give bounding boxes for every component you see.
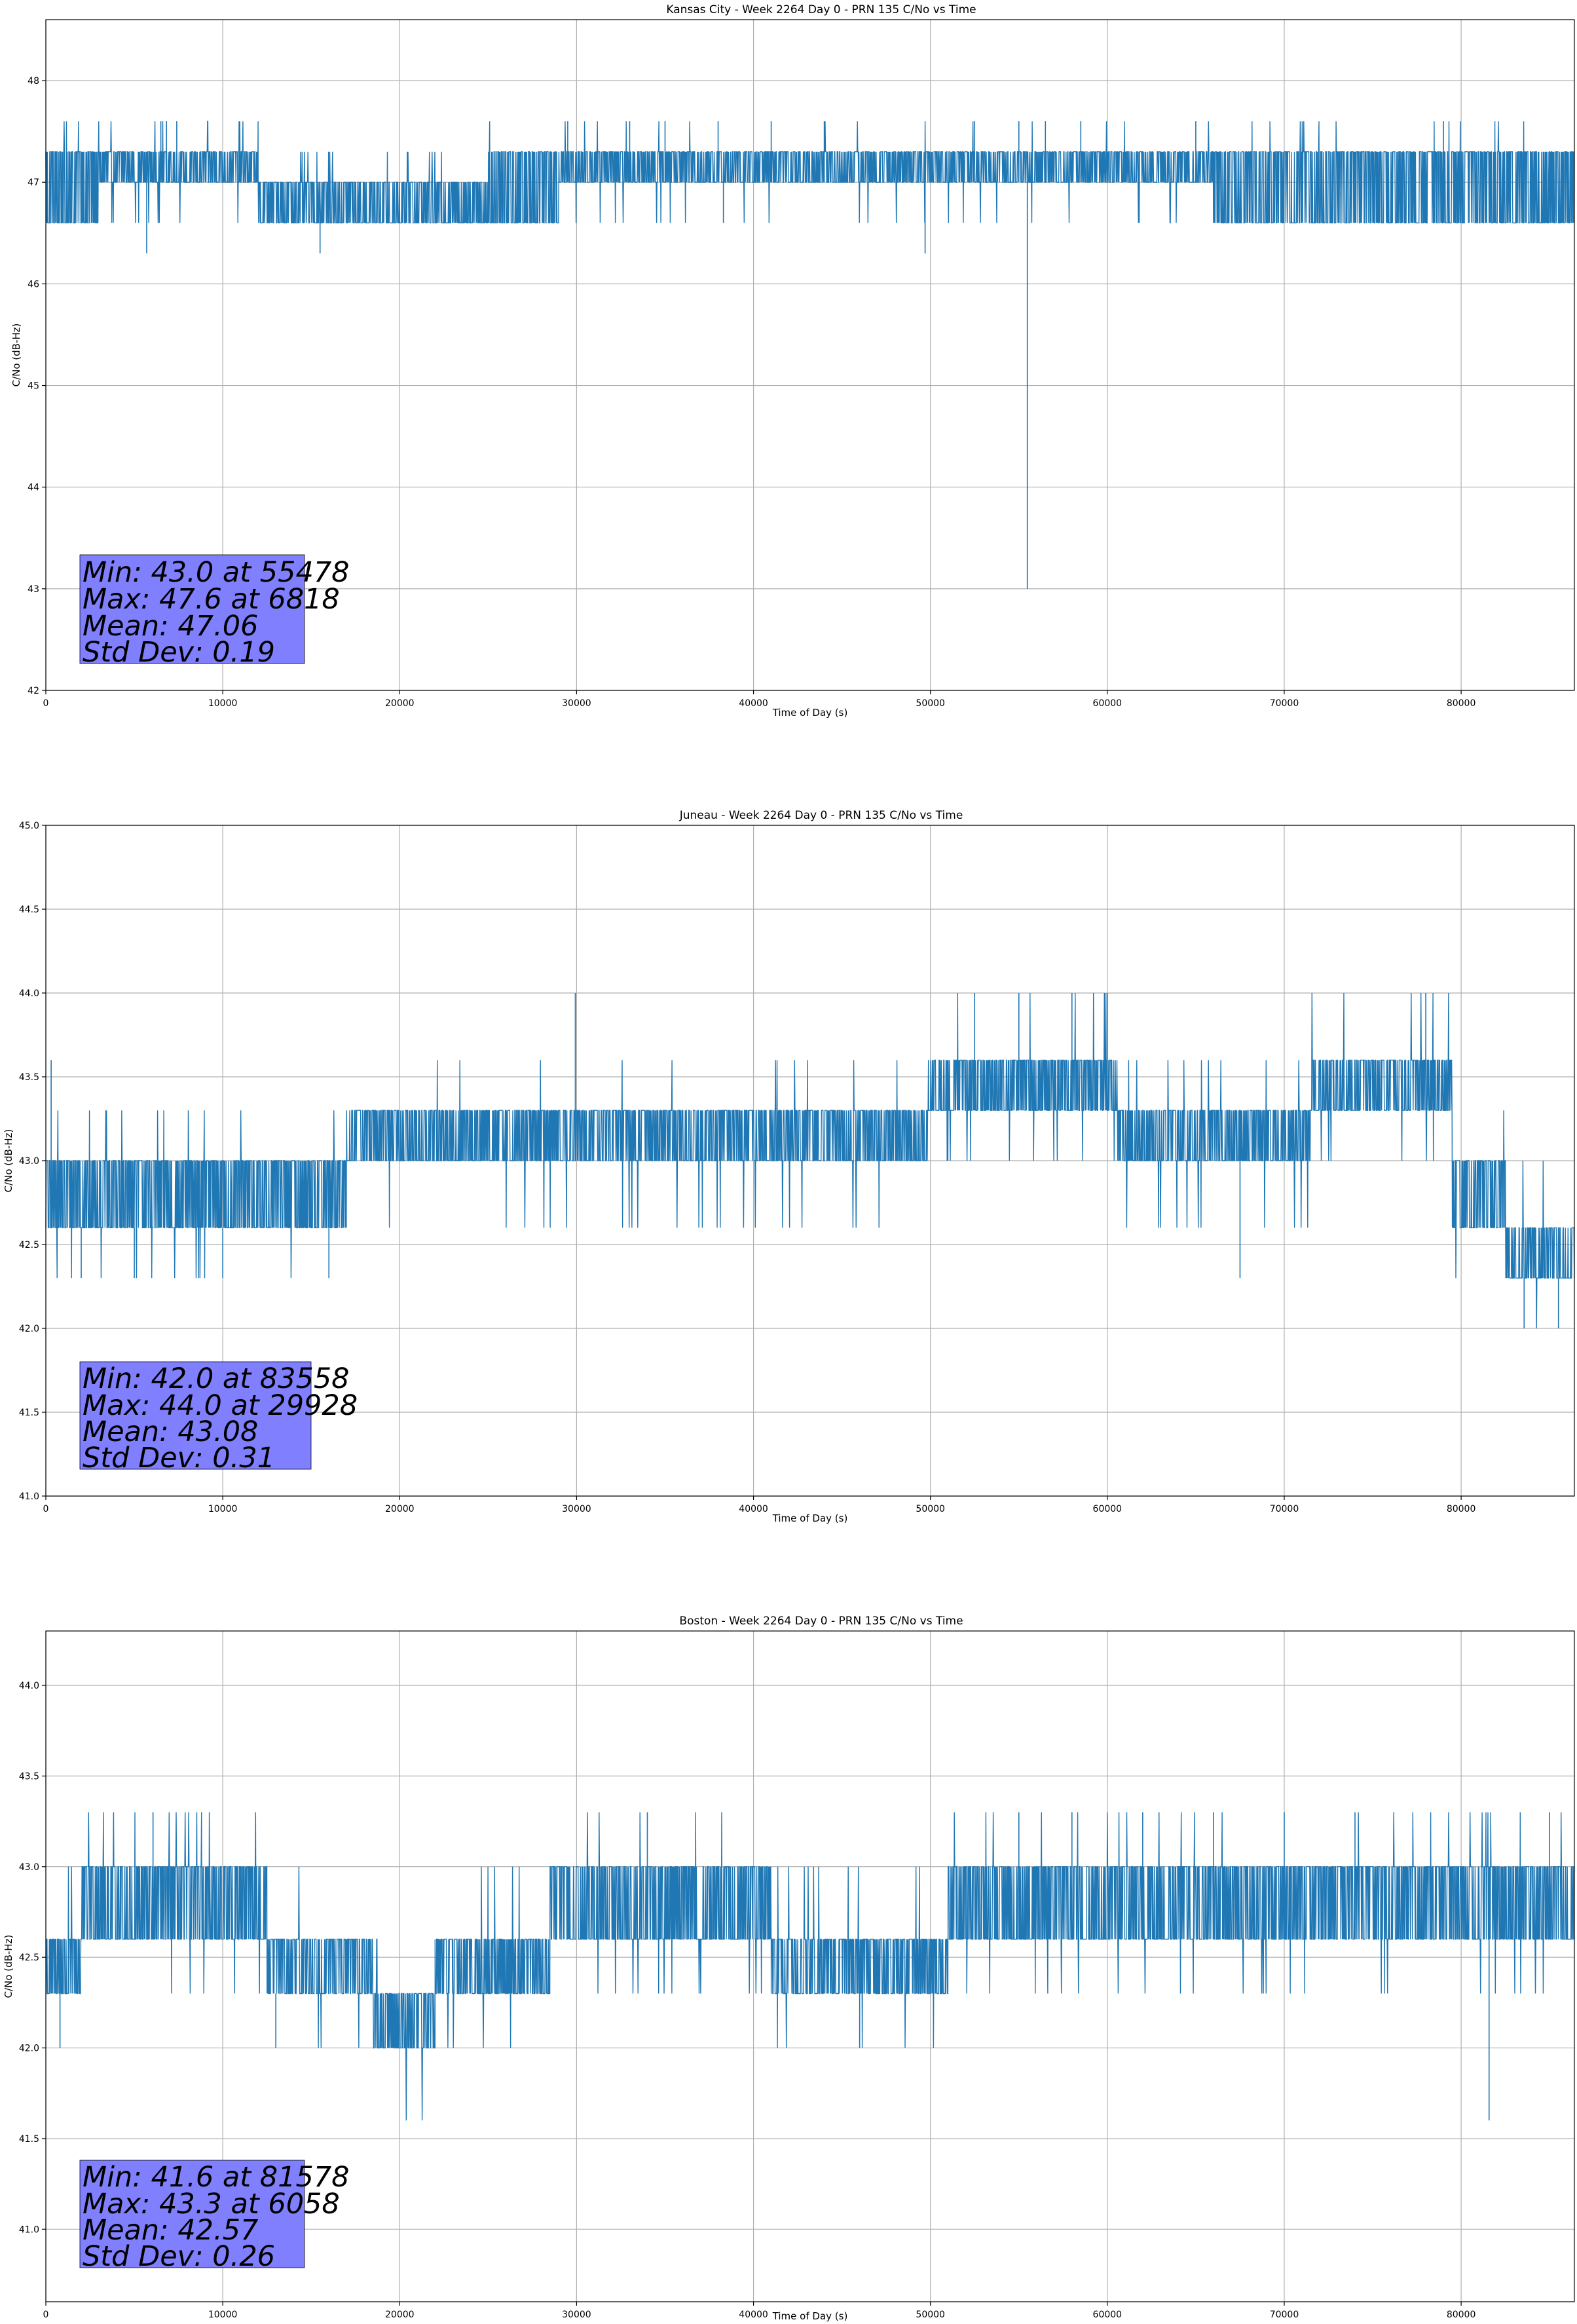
juneau-x-tick-label: 10000 (208, 1504, 238, 1514)
kansas-city-series-path (45, 121, 1574, 223)
juneau-y-tick-label: 41.5 (19, 1408, 39, 1418)
boston-stats-min: Min: 41.6 at 81578 (83, 2161, 350, 2194)
juneau-y-tick-label: 44.0 (19, 988, 39, 999)
juneau-stats-std: Std Dev: 0.31 (83, 1442, 275, 1474)
juneau-series-line (45, 992, 1575, 1329)
boston-panel: Boston - Week 2264 Day 0 - PRN 135 C/No … (3, 1615, 1575, 2322)
boston-stats-mean: Mean: 42.57 (83, 2214, 258, 2247)
kansas-city-x-tick-label: 80000 (1447, 698, 1476, 709)
boston-x-tick-label: 20000 (385, 2310, 415, 2320)
kansas-city-stats-box: Min: 43.0 at 55478 Max: 47.6 at 6818 Mea… (79, 554, 350, 669)
juneau-x-tick-label: 50000 (916, 1504, 945, 1514)
kansas-city-x-tick-label: 30000 (562, 698, 591, 709)
kansas-city-x-tick-label: 20000 (385, 698, 415, 709)
boston-stats-box: Min: 41.6 at 81578 Max: 43.3 at 6058 Mea… (79, 2160, 350, 2273)
juneau-y-tick-label: 43.0 (19, 1156, 39, 1167)
kansas-city-y-axis-label: C/No (dB-Hz) (10, 324, 22, 387)
kansas-city-y-tick-label: 43 (28, 584, 39, 595)
kansas-city-x-tick-label: 0 (43, 698, 49, 709)
juneau-y-tick-label: 42.5 (19, 1240, 39, 1250)
juneau-stats-mean: Mean: 43.08 (83, 1415, 258, 1448)
juneau-y-tick-label: 44.5 (19, 905, 39, 915)
kansas-city-y-tick-label: 44 (28, 483, 39, 493)
boston-stats-max: Max: 43.3 at 6058 (83, 2188, 340, 2221)
boston-plot-frame (45, 1630, 1575, 2302)
juneau-y-tick-label: 41.0 (19, 1491, 39, 1502)
kansas-city-x-tick-label: 70000 (1270, 698, 1299, 709)
juneau-x-axis-label: Time of Day (s) (772, 1512, 848, 1524)
boston-y-tick-label: 42.5 (19, 1953, 39, 1963)
kansas-city-y-tick-label: 42 (28, 686, 39, 696)
kansas-city-plot-frame (45, 19, 1575, 691)
juneau-x-ticks: 0 10000 20000 30000 40000 50000 60000 70000 8000… (43, 1496, 1476, 1514)
kansas-city-y-tick-label: 47 (28, 178, 39, 188)
juneau-x-tick-label: 80000 (1447, 1504, 1476, 1514)
boston-y-tick-label: 44.0 (19, 1681, 39, 1691)
boston-y-tick-label: 42.0 (19, 2044, 39, 2054)
kansas-city-x-tick-label: 40000 (739, 698, 768, 709)
kansas-city-stats-mean: Mean: 47.06 (83, 610, 258, 643)
kansas-city-chart-title: Kansas City - Week 2264 Day 0 - PRN 135 … (666, 3, 976, 16)
juneau-stats-box: Min: 42.0 at 83558 Max: 44.0 at 29928 Me… (79, 1361, 358, 1474)
kansas-city-y-tick-label: 45 (28, 381, 39, 392)
juneau-stats-box-background (79, 1361, 312, 1470)
boston-y-tick-label: 43.0 (19, 1862, 39, 1873)
kansas-city-panel: Kansas City - Week 2264 Day 0 - PRN 135 … (10, 3, 1575, 719)
juneau-y-axis-label: C/No (dB-Hz) (3, 1129, 14, 1193)
kansas-city-stats-max: Max: 47.6 at 6818 (83, 583, 340, 616)
juneau-y-tick-label: 43.5 (19, 1072, 39, 1083)
juneau-series-path (45, 992, 1575, 1329)
juneau-chart-title: Juneau - Week 2264 Day 0 - PRN 135 C/No … (679, 809, 963, 822)
boston-y-tick-label: 41.0 (19, 2224, 39, 2235)
kansas-city-series-line (45, 121, 1574, 589)
kansas-city-y-tick-label: 48 (28, 76, 39, 86)
boston-x-tick-label: 40000 (739, 2310, 768, 2320)
juneau-x-tick-label: 70000 (1270, 1504, 1299, 1514)
boston-y-tick-label: 43.5 (19, 1771, 39, 1782)
boston-x-tick-label: 0 (43, 2310, 49, 2320)
boston-x-axis-label: Time of Day (s) (772, 2310, 848, 2322)
juneau-x-tick-label: 60000 (1093, 1504, 1122, 1514)
juneau-y-ticks: 41.0 41.5 42.0 42.5 43.0 43.5 44.0 44.5 45.0 (19, 821, 46, 1502)
boston-x-tick-label: 50000 (916, 2310, 945, 2320)
kansas-city-y-tick-label: 46 (28, 279, 39, 290)
boston-y-tick-label: 41.5 (19, 2134, 39, 2145)
boston-stats-std: Std Dev: 0.26 (83, 2240, 275, 2273)
juneau-x-tick-label: 40000 (739, 1504, 768, 1514)
kansas-city-x-tick-label: 10000 (208, 698, 238, 709)
kansas-city-y-ticks: 42 43 44 45 46 47 48 (28, 76, 46, 696)
juneau-stats-max: Max: 44.0 at 29928 (83, 1389, 358, 1422)
boston-series-line (45, 1812, 1575, 2121)
boston-x-tick-label: 30000 (562, 2310, 591, 2320)
kansas-city-x-tick-label: 60000 (1093, 698, 1122, 709)
boston-x-tick-label: 10000 (208, 2310, 238, 2320)
boston-y-ticks: 41.0 41.5 42.0 42.5 43.0 43.5 44.0 (19, 1681, 46, 2235)
kansas-city-stats-min: Min: 43.0 at 55478 (83, 556, 350, 589)
juneau-x-tick-label: 0 (43, 1504, 49, 1514)
boston-stats-box-background (79, 2160, 305, 2268)
boston-x-tick-label: 60000 (1093, 2310, 1122, 2320)
juneau-x-tick-label: 30000 (562, 1504, 591, 1514)
juneau-x-tick-label: 20000 (385, 1504, 415, 1514)
kansas-city-x-axis-label: Time of Day (s) (772, 707, 848, 719)
juneau-stats-min: Min: 42.0 at 83558 (83, 1362, 350, 1395)
boston-x-tick-label: 70000 (1270, 2310, 1299, 2320)
boston-y-axis-label: C/No (dB-Hz) (3, 1935, 14, 1998)
boston-series-path (45, 1812, 1575, 2121)
kansas-city-stats-box-background (79, 554, 305, 664)
boston-x-ticks: 0 10000 20000 30000 40000 50000 60000 70000 8000… (43, 2302, 1476, 2320)
juneau-panel: Juneau - Week 2264 Day 0 - PRN 135 C/No … (3, 809, 1575, 1524)
kansas-city-stats-std: Std Dev: 0.19 (83, 636, 275, 669)
kansas-city-x-ticks: 0 10000 20000 30000 40000 50000 60000 70000 8000… (43, 690, 1476, 709)
boston-chart-title: Boston - Week 2264 Day 0 - PRN 135 C/No … (679, 1615, 963, 1628)
boston-x-tick-label: 80000 (1447, 2310, 1476, 2320)
juneau-y-tick-label: 42.0 (19, 1324, 39, 1334)
juneau-y-tick-label: 45.0 (19, 821, 39, 831)
kansas-city-x-tick-label: 50000 (916, 698, 945, 709)
